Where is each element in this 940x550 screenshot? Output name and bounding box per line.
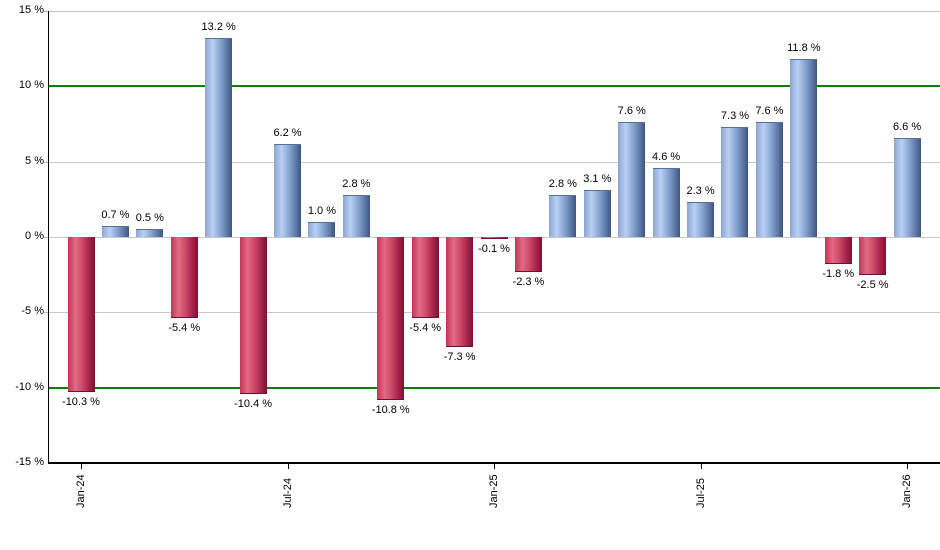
bar-value-label: -0.1 % [478, 242, 510, 255]
bar-value-label: -2.3 % [512, 275, 545, 288]
bar-value-label: 2.8 % [342, 177, 371, 190]
plot-area: -10.3 % 0.7 % 0.5 % -5.4 % 13.2 % -10.4 % 6.2 … [48, 11, 940, 463]
bar [721, 127, 749, 237]
bar [859, 237, 887, 275]
bar [446, 237, 474, 347]
bar-value-label: 11.8 % [787, 42, 821, 55]
bar-value-label: 7.6 % [617, 105, 646, 118]
gridline [48, 161, 940, 163]
bar [755, 122, 783, 237]
bar [205, 38, 233, 237]
x-tick-mark [700, 464, 702, 469]
bar [342, 194, 370, 237]
bar [480, 237, 508, 239]
y-tick-label: -5 % [21, 305, 44, 318]
y-tick-mark [44, 312, 48, 314]
x-tick-label: Jan-26 [901, 474, 914, 508]
x-tick-mark [287, 464, 289, 469]
bar-value-label: -5.4 % [168, 322, 201, 335]
bar [411, 237, 439, 319]
bar [514, 237, 542, 272]
y-tick-mark [44, 10, 48, 12]
bar-value-label: -10.3 % [62, 396, 100, 409]
bar-value-label: -10.4 % [234, 397, 273, 410]
bar-value-label: 6.2 % [273, 126, 302, 139]
bar-value-label: -7.3 % [443, 350, 476, 363]
bar-value-label: -2.5 % [856, 278, 889, 291]
y-axis-line [48, 11, 49, 463]
bar-value-label: 0.5 % [135, 212, 164, 225]
bar [652, 167, 680, 237]
bar-value-label: -10.8 % [371, 403, 410, 416]
bar-value-label: 7.3 % [720, 110, 750, 122]
bar-value-label: 13.2 % [201, 21, 236, 34]
x-tick-mark [907, 464, 909, 469]
bar-value-label: 2.3 % [686, 185, 715, 198]
bar-value-label: 0.7 % [101, 209, 130, 222]
bar [824, 237, 852, 265]
y-tick-label: 15 % [18, 3, 44, 16]
bar-value-label: -1.8 % [822, 268, 855, 281]
y-tick-label: 0 % [25, 230, 44, 242]
bar [308, 221, 336, 237]
bar [790, 59, 818, 237]
threshold-line [48, 386, 940, 389]
bar [549, 194, 577, 237]
gridline [48, 11, 940, 12]
y-tick-mark [44, 237, 48, 238]
bar [101, 226, 129, 237]
x-tick-label: Jul-25 [694, 478, 707, 508]
bar-value-label: -5.4 % [409, 322, 442, 335]
bar [274, 143, 302, 237]
bar-value-label: 7.6 % [755, 105, 784, 118]
bar [67, 237, 95, 393]
bar [583, 190, 611, 237]
y-tick-label: -10 % [15, 380, 44, 393]
y-tick-label: 5 % [25, 154, 44, 167]
x-tick-mark [494, 464, 496, 469]
y-tick-label: -15 % [15, 456, 44, 468]
bar-value-label: 2.8 % [548, 177, 577, 190]
x-tick-mark [81, 464, 82, 469]
bar [170, 237, 198, 319]
bar [893, 137, 921, 237]
x-tick-label: Jan-24 [75, 474, 87, 508]
bar [136, 229, 164, 237]
bar-value-label: 4.6 % [652, 150, 681, 163]
bar [377, 237, 405, 400]
bar [239, 237, 267, 394]
x-tick-label: Jan-25 [488, 474, 501, 508]
bar-value-label: 3.1 % [583, 173, 612, 186]
x-tick-label: Jul-24 [281, 478, 294, 508]
x-axis-line [48, 462, 940, 464]
bar [687, 202, 715, 237]
bar-value-label: 6.6 % [893, 120, 922, 133]
gridline [48, 312, 940, 314]
y-tick-label: 10 % [18, 79, 44, 92]
bar [618, 122, 646, 237]
bar-value-label: 1.0 % [307, 204, 336, 217]
threshold-line [48, 85, 940, 88]
y-tick-mark [44, 161, 48, 163]
